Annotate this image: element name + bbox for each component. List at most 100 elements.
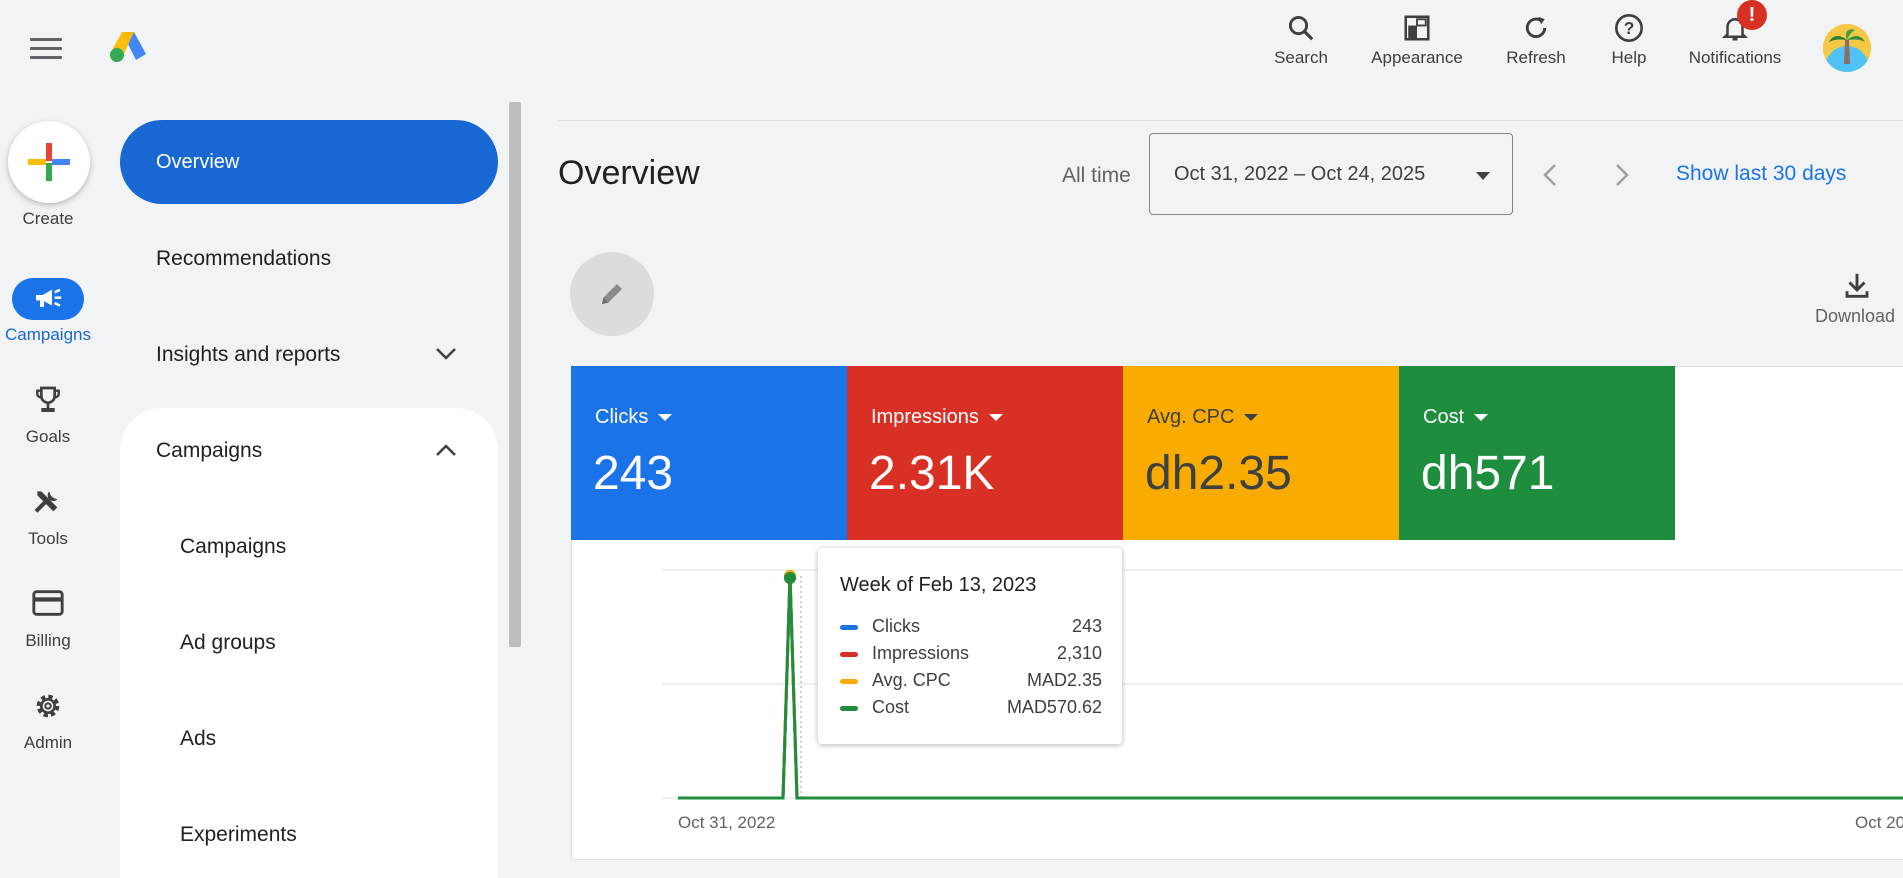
metric-card-impressions[interactable]: Impressions 2.31K <box>847 366 1123 540</box>
search-icon <box>1288 15 1314 41</box>
metric-card-clicks[interactable]: Clicks 243 <box>571 366 847 540</box>
tooltip-row: Avg. CPC MAD2.35 <box>840 670 1102 691</box>
nav-sub-ads[interactable]: Ads <box>180 727 217 750</box>
metric-label: Avg. CPC <box>1147 406 1235 428</box>
chevron-right-icon[interactable] <box>1610 160 1634 190</box>
download-icon[interactable] <box>1842 270 1872 300</box>
refresh-label: Refresh <box>1506 48 1566 67</box>
svg-text:?: ? <box>1624 18 1635 38</box>
rail-tools-button[interactable] <box>0 486 96 518</box>
help-label: Help <box>1611 48 1647 67</box>
main-menu-button[interactable] <box>30 38 62 60</box>
refresh-button[interactable]: Refresh <box>1494 8 1578 78</box>
rail-admin-label: Admin <box>23 733 73 752</box>
tooltip-row-value: MAD2.35 <box>1026 670 1102 690</box>
legend-swatch <box>840 624 858 630</box>
legend-swatch <box>840 678 858 684</box>
download-label[interactable]: Download <box>1815 306 1896 326</box>
metric-value: 243 <box>593 447 674 500</box>
notifications-button[interactable]: Notifications <box>1676 8 1794 78</box>
tooltip-row: Cost MAD570.62 <box>840 697 1102 718</box>
trophy-icon <box>36 386 60 412</box>
edit-button[interactable] <box>570 252 654 336</box>
performance-line-chart[interactable]: Oct 31, 2022 Oct 20 <box>571 540 1903 850</box>
caret-down-icon <box>1244 414 1259 421</box>
rail-tools-label: Tools <box>28 529 68 548</box>
chevron-left-icon[interactable] <box>1538 160 1562 190</box>
nav-overview[interactable]: Overview <box>120 120 498 204</box>
metric-value: dh2.35 <box>1145 447 1292 500</box>
nav-sub-ad-groups[interactable]: Ad groups <box>180 631 276 654</box>
credit-card-icon <box>32 590 64 616</box>
date-range-picker[interactable]: Oct 31, 2022 – Oct 24, 2025 <box>1149 133 1513 215</box>
appearance-label: Appearance <box>1371 48 1463 67</box>
appearance-icon <box>1404 15 1430 41</box>
tooltip-row-value: 243 <box>1071 616 1102 636</box>
data-point[interactable] <box>784 572 796 584</box>
google-ads-logo[interactable] <box>108 28 148 64</box>
caret-down-icon <box>988 414 1003 421</box>
tooltip-row-label: Impressions <box>872 643 970 663</box>
date-range-value: Oct 31, 2022 – Oct 24, 2025 <box>1174 163 1426 185</box>
date-preset-label: All time <box>1062 164 1131 187</box>
dropdown-caret-icon <box>1476 172 1490 180</box>
tooltip-row: Clicks 243 <box>840 616 1102 637</box>
rail-goals-label: Goals <box>25 427 71 446</box>
legend-swatch <box>840 705 858 711</box>
search-label: Search <box>1274 48 1328 67</box>
rail-billing-label: Billing <box>25 631 71 650</box>
legend-swatch <box>840 651 858 657</box>
chevron-down-icon[interactable] <box>434 346 458 362</box>
search-button[interactable]: Search <box>1262 8 1340 78</box>
rail-campaigns-label[interactable]: Campaigns <box>5 325 91 344</box>
x-tick-label: Oct 31, 2022 <box>678 813 775 832</box>
rail-campaigns-button[interactable] <box>12 278 84 320</box>
create-label: Create <box>22 209 74 228</box>
nav-insights-reports[interactable]: Insights and reports <box>156 343 341 366</box>
caret-down-icon <box>658 414 673 421</box>
nav-campaigns-group[interactable]: Campaigns <box>156 439 263 462</box>
create-button[interactable] <box>8 121 90 203</box>
nav-recommendations[interactable]: Recommendations <box>156 247 332 270</box>
nav-campaigns-panel <box>120 408 498 878</box>
rail-goals-button[interactable] <box>0 384 96 416</box>
metric-label: Clicks <box>595 406 649 428</box>
help-icon: ? <box>1615 14 1643 42</box>
metric-card-cost[interactable]: Cost dh571 <box>1399 366 1675 540</box>
tooltip-row-label: Clicks <box>872 616 920 636</box>
tooltip-row-label: Avg. CPC <box>872 670 951 690</box>
help-button[interactable]: ? Help <box>1600 8 1658 78</box>
notifications-label: Notifications <box>1688 48 1782 67</box>
appearance-button[interactable]: Appearance <box>1362 8 1472 78</box>
sidenav-scrollbar[interactable] <box>509 102 521 647</box>
megaphone-icon <box>36 288 62 307</box>
metric-value: 2.31K <box>869 447 995 500</box>
pencil-icon <box>602 284 622 304</box>
chart-tooltip: Week of Feb 13, 2023 Clicks 243 Impressio… <box>818 548 1122 744</box>
header-divider <box>558 120 1903 121</box>
tooltip-heading: Week of Feb 13, 2023 <box>840 574 1037 596</box>
tooltip-row-label: Cost <box>872 697 910 717</box>
nav-overview-label: Overview <box>156 151 240 173</box>
tools-icon <box>34 491 58 513</box>
nav-sub-campaigns[interactable]: Campaigns <box>180 535 287 558</box>
plus-icon <box>28 143 70 181</box>
show-last-30-days-link[interactable]: Show last 30 days <box>1676 162 1847 185</box>
tooltip-row-value: 2,310 <box>1056 643 1102 663</box>
gear-icon <box>36 694 60 718</box>
tooltip-row-value: MAD570.62 <box>1006 697 1102 717</box>
refresh-icon <box>1525 16 1547 38</box>
tooltip-row: Impressions 2,310 <box>840 643 1102 664</box>
nav-sub-experiments[interactable]: Experiments <box>180 823 297 846</box>
metric-card-avg-cpc[interactable]: Avg. CPC dh2.35 <box>1123 366 1399 540</box>
chevron-up-icon[interactable] <box>434 442 458 458</box>
notification-badge: ! <box>1737 0 1767 30</box>
metric-value: dh571 <box>1421 447 1555 500</box>
account-avatar[interactable] <box>1823 24 1871 72</box>
x-tick-label: Oct 20 <box>1855 813 1903 832</box>
page-title: Overview <box>558 154 700 192</box>
metric-label: Impressions <box>871 406 979 428</box>
metric-label: Cost <box>1423 406 1465 428</box>
rail-billing-button[interactable] <box>0 588 96 618</box>
rail-admin-button[interactable] <box>0 690 96 722</box>
